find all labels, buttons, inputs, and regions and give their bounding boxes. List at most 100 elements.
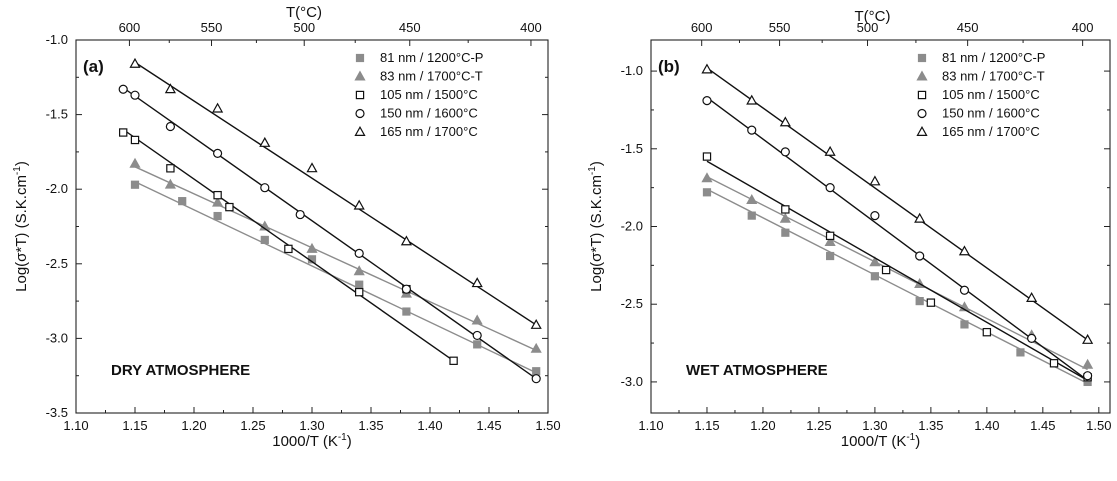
x-tick-label: 1.15 xyxy=(694,418,719,433)
data-point xyxy=(471,314,483,325)
data-point xyxy=(295,209,305,220)
data-point xyxy=(824,236,836,247)
series-2 xyxy=(129,157,542,353)
data-point xyxy=(401,284,411,294)
fit-line xyxy=(706,67,1089,341)
data-point xyxy=(779,116,791,127)
legend-marker xyxy=(916,70,928,81)
y-tick-label: -2.0 xyxy=(621,219,643,234)
legend-label: 81 nm / 1200°C-P xyxy=(380,50,483,65)
y-tick-label: -1.0 xyxy=(46,32,68,47)
data-point xyxy=(1016,348,1025,357)
data-point xyxy=(130,90,140,100)
fit-line xyxy=(706,176,1088,371)
data-point xyxy=(746,194,758,205)
data-point xyxy=(129,157,141,168)
legend-marker xyxy=(355,53,365,63)
data-point xyxy=(129,57,141,68)
legend-label: 105 nm / 1500°C xyxy=(380,87,478,102)
x-tick-label: 1.35 xyxy=(918,418,943,433)
data-point xyxy=(213,148,223,158)
top-axis-title: T(°C) xyxy=(286,4,322,21)
top-tick-label: 400 xyxy=(520,20,542,35)
data-point xyxy=(781,205,790,214)
x-tick-label: 1.25 xyxy=(806,418,831,433)
x-tick-label: 1.50 xyxy=(535,418,560,433)
data-point xyxy=(870,211,880,221)
x-axis-title: 1000/T (K-1) xyxy=(272,432,352,450)
data-point xyxy=(402,307,411,316)
data-point xyxy=(915,251,925,261)
legend-label: 165 nm / 1700°C xyxy=(380,124,478,139)
data-point xyxy=(870,272,880,281)
data-point xyxy=(260,183,270,193)
data-point xyxy=(780,147,790,157)
x-tick-label: 1.30 xyxy=(299,418,324,433)
y-tick-label: -2.0 xyxy=(46,181,68,196)
legend-label: 83 nm / 1700°C-T xyxy=(942,69,1045,84)
data-point xyxy=(958,245,971,256)
chart-panel-a: 1.10 1.15 1.20 1.25 1.30 1.35 1.40 1.45 1.50 -1.0… xyxy=(12,4,561,450)
legend-marker xyxy=(917,53,927,63)
legend-label: 81 nm / 1200°C-P xyxy=(942,50,1045,65)
data-point xyxy=(914,212,926,223)
data-point xyxy=(213,211,222,221)
x-tick-label: 1.45 xyxy=(1030,418,1055,433)
legend-marker xyxy=(916,125,928,136)
top-tick-label: 450 xyxy=(399,20,421,35)
legend-label: 150 nm / 1600°C xyxy=(380,106,478,121)
data-point xyxy=(915,297,924,306)
data-point xyxy=(353,199,365,210)
atmosphere-annotation: WET ATMOSPHERE xyxy=(686,362,828,379)
data-point xyxy=(825,231,835,241)
data-point xyxy=(473,340,482,349)
y-tick-label: -2.5 xyxy=(621,296,643,311)
x-tick-label: 1.25 xyxy=(240,418,265,433)
y-tick-label: -2.5 xyxy=(46,256,68,271)
top-tick-label: 450 xyxy=(957,20,979,35)
data-point xyxy=(869,256,881,267)
series-3 xyxy=(702,152,1092,382)
panel-label: (a) xyxy=(83,57,104,76)
top-tick-label: 400 xyxy=(1072,20,1094,35)
y-axis-title: Log(σ*T) (S.K.cm-1) xyxy=(12,161,30,292)
data-point xyxy=(213,190,222,200)
data-point xyxy=(355,280,364,289)
y-axis-title: Log(σ*T) (S.K.cm-1) xyxy=(587,161,605,292)
top-tick-label: 600 xyxy=(119,20,141,35)
legend-marker xyxy=(355,90,365,100)
data-point xyxy=(400,235,412,246)
x-tick-label: 1.35 xyxy=(358,418,383,433)
legend: 81 nm / 1200°C-P 83 nm / 1700°C-T 105 nm /… xyxy=(916,50,1045,139)
data-point xyxy=(701,172,713,183)
data-point xyxy=(532,367,541,376)
data-point xyxy=(826,251,835,261)
top-tick-label: 550 xyxy=(201,20,223,35)
data-point xyxy=(960,320,969,329)
data-point xyxy=(747,211,756,220)
legend-label: 83 nm / 1700°C-T xyxy=(380,69,483,84)
panel-label: (b) xyxy=(658,57,680,76)
y-tick-label: -1.5 xyxy=(46,107,68,122)
data-point xyxy=(472,330,482,341)
data-point xyxy=(118,84,128,94)
data-point xyxy=(212,196,224,207)
data-point xyxy=(130,135,140,145)
data-point xyxy=(118,128,128,137)
x-tick-label: 1.10 xyxy=(63,418,88,433)
data-point xyxy=(166,164,175,173)
fit-line xyxy=(706,160,1088,381)
data-point xyxy=(449,356,458,365)
series-4 xyxy=(118,84,541,384)
x-tick-label: 1.20 xyxy=(181,418,206,433)
legend-marker xyxy=(355,108,365,119)
x-tick-label: 1.45 xyxy=(476,418,501,433)
legend-marker xyxy=(354,70,366,81)
y-tick-label: -1.5 xyxy=(621,141,643,156)
series-1 xyxy=(702,188,1092,387)
data-point xyxy=(824,145,836,156)
chart-panel-b: 1.10 1.15 1.20 1.25 1.30 1.35 1.40 1.45 1.50 -1.0… xyxy=(587,8,1111,450)
data-point xyxy=(530,318,542,329)
series-5 xyxy=(129,57,542,329)
top-tick-label: 550 xyxy=(769,20,791,35)
